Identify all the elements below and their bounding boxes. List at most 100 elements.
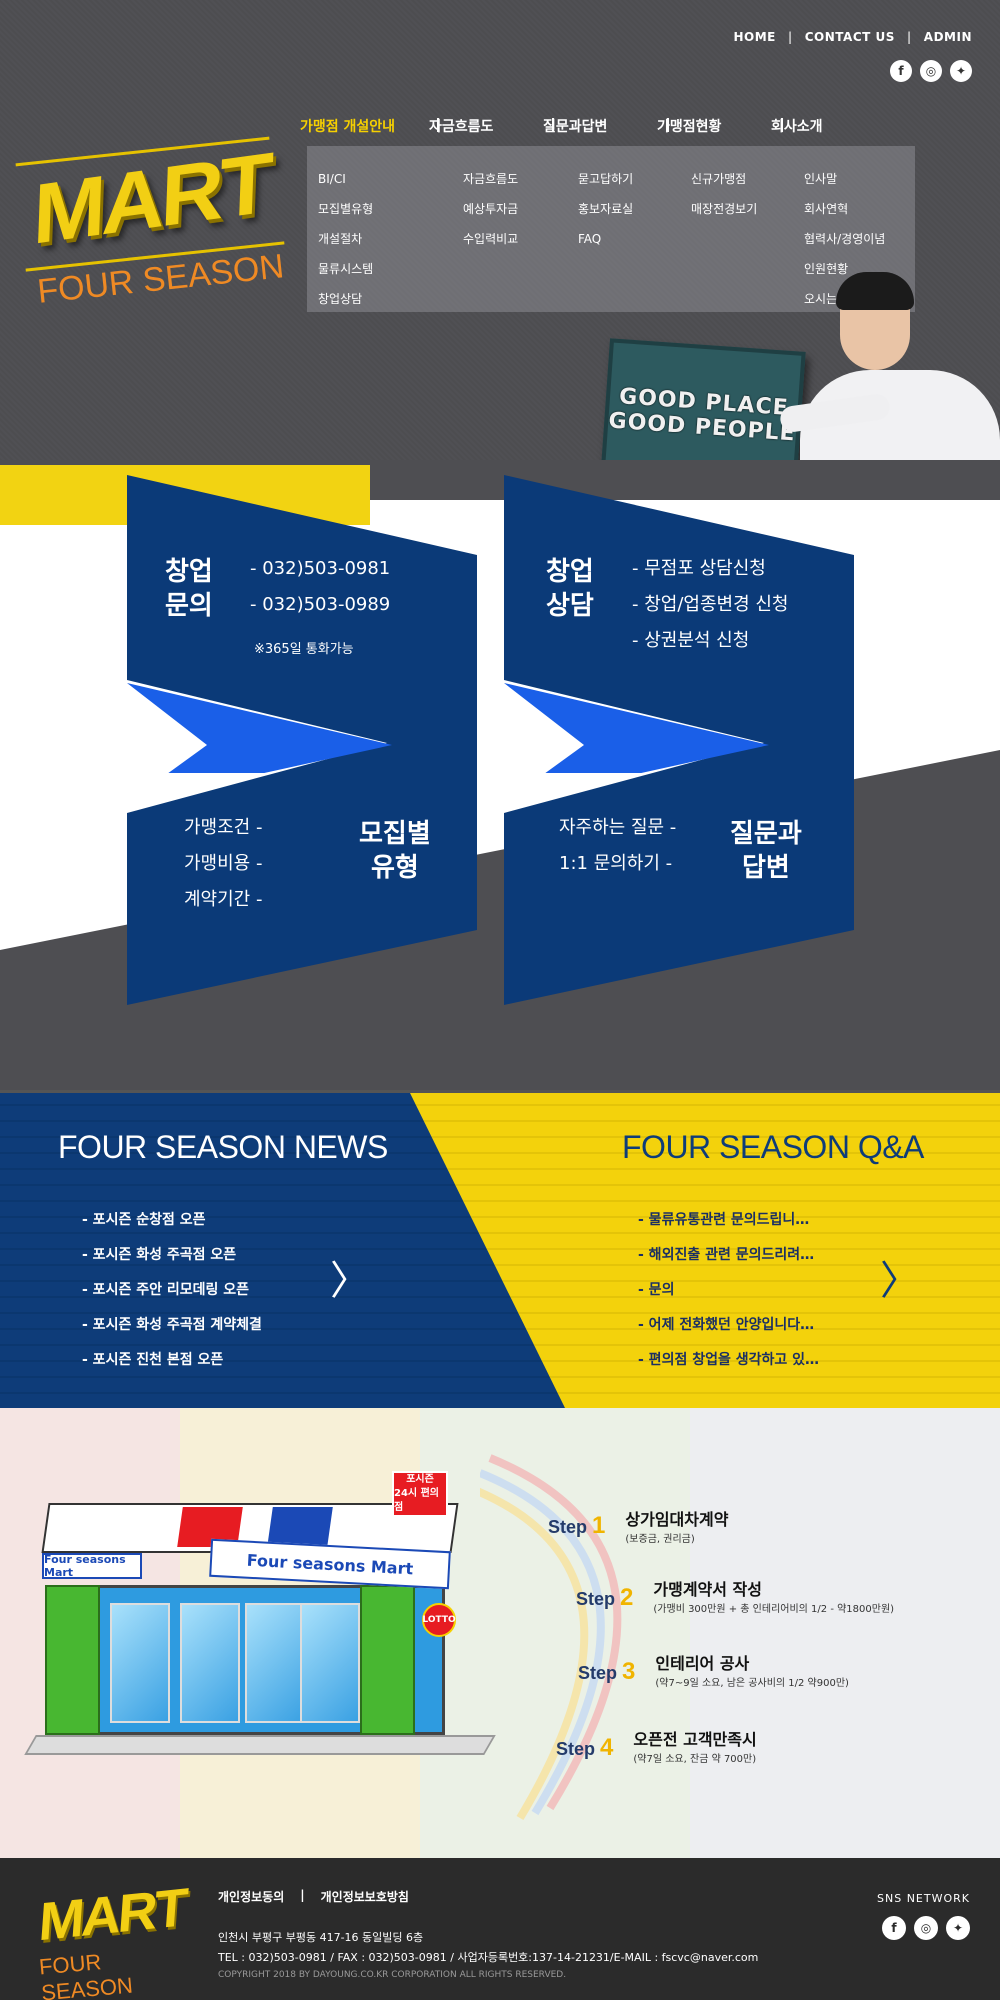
qa-item[interactable]: - 편의점 창업을 생각하고 있… (638, 1352, 819, 1368)
startup-consult-card[interactable]: 창업 상담 - 무점포 상담신청 - 창업/업종변경 신청 - 상권분석 신청 … (504, 475, 854, 1005)
qa-item[interactable]: - 물류유통관련 문의드립니… (638, 1212, 810, 1228)
instagram-icon[interactable]: ◎ (920, 60, 942, 82)
submenu-item[interactable]: 모집별유형 (318, 202, 374, 216)
submenu-item[interactable]: 신규가맹점 (691, 172, 747, 186)
step-sub: (약7~9일 소요, 남은 공사비의 1/2 약900만) (655, 1678, 849, 1689)
submenu-item[interactable]: 매장전경보기 (691, 202, 758, 216)
step-sub: (가맹비 300만원 + 총 인테리어비의 1/2 - 약1800만원) (653, 1604, 895, 1615)
separator: | (906, 30, 912, 44)
news-qa-section: FOUR SEASON NEWS - 포시즌 순창점 오픈 - 포시즌 화성 주… (0, 1093, 1000, 1408)
submenu-item[interactable]: 자금흐름도 (463, 172, 519, 186)
step-label: Step 2 (576, 1584, 634, 1611)
step-4: Step 4 오픈전 고객만족시 (약7일 소요, 잔금 약 700만) (556, 1730, 757, 1765)
submenu-item[interactable]: 수입력비교 (463, 232, 519, 246)
recruit-item[interactable]: 가맹조건 - (184, 817, 263, 838)
step-text: 오픈전 고객만족시 (약7일 소요, 잔금 약 700만) (633, 1726, 756, 1765)
lotto-badge: LOTTO (422, 1603, 456, 1637)
store-window (300, 1603, 360, 1723)
facebook-icon[interactable]: f (890, 60, 912, 82)
submenu-col-qna: 묻고답하기 홍보자료실 FAQ (578, 164, 633, 254)
top-sign-line: 포시즌 (406, 1474, 434, 1485)
step-2: Step 2 가맹계약서 작성 (가맹비 300만원 + 총 인테리어비의 1/… (576, 1580, 895, 1615)
submenu-item[interactable]: 회사연혁 (804, 202, 849, 216)
admin-link[interactable]: ADMIN (923, 30, 972, 44)
qa-item[interactable]: - 문의 (638, 1282, 675, 1298)
separator: | (787, 30, 793, 44)
step-text: 인테리어 공사 (약7~9일 소요, 남은 공사비의 1/2 약900만) (655, 1650, 849, 1689)
step-title: 상가임대차계약 (625, 1510, 729, 1529)
step-text: 상가임대차계약 (보증금, 권리금) (625, 1506, 728, 1545)
qna-link[interactable]: 1:1 문의하기 - (559, 853, 673, 874)
header: HOME | CONTACT US | ADMIN f ◎ ✦ MART FOU… (0, 0, 1000, 520)
store-roof-blue (267, 1507, 333, 1547)
submenu-item[interactable]: 창업상담 (318, 292, 363, 306)
qa-list: - 물류유통관련 문의드립니… - 해외진출 관련 문의드리려… - 문의 - … (638, 1203, 819, 1378)
step-3: Step 3 인테리어 공사 (약7~9일 소요, 남은 공사비의 1/2 약9… (578, 1654, 849, 1689)
qa-more-arrow-icon[interactable]: 〉 (880, 1258, 920, 1304)
home-link[interactable]: HOME (733, 30, 776, 44)
phone-number[interactable]: - 032)503-0981 (250, 558, 391, 579)
submenu-col-status: 신규가맹점 매장전경보기 (691, 164, 757, 224)
nav-fund-flow[interactable]: 자금흐름도 (429, 119, 494, 135)
footer-logo-mart: MART (36, 1877, 188, 1953)
consult-item[interactable]: - 상권분석 신청 (632, 630, 750, 651)
news-item[interactable]: - 포시즌 주안 리모데링 오픈 (82, 1282, 249, 1298)
model-hair (836, 272, 914, 310)
qa-title: FOUR SEASON Q&A (622, 1129, 924, 1165)
nav-franchise-guide[interactable]: 가맹점 개설안내 (300, 119, 396, 135)
twitter-icon[interactable]: ✦ (950, 60, 972, 82)
nav-divider (667, 118, 669, 132)
nav-qna[interactable]: 질문과답변 (543, 119, 608, 135)
qa-item[interactable]: - 어제 전화했던 안양입니다… (638, 1317, 815, 1333)
card-title-line: 유형 (370, 853, 419, 883)
submenu-item[interactable]: BI/CI (318, 172, 346, 186)
facebook-icon[interactable]: f (882, 1916, 906, 1940)
consult-list: - 무점포 상담신청 - 창업/업종변경 신청 - 상권분석 신청 (632, 551, 788, 659)
step-arc-graphic (480, 1454, 622, 1821)
store-window (180, 1603, 240, 1723)
qna-link[interactable]: 자주하는 질문 - (559, 817, 677, 838)
consult-item[interactable]: - 창업/업종변경 신청 (632, 594, 789, 615)
logo[interactable]: MART FOUR SEASON (15, 120, 286, 330)
submenu-item[interactable]: 예상투자금 (463, 202, 519, 216)
nav-store-status[interactable]: 가맹점현황 (657, 119, 722, 135)
privacy-consent-link[interactable]: 개인정보동의 (218, 1890, 285, 1904)
submenu-item[interactable]: 협력사/경영이념 (804, 232, 886, 246)
news-item[interactable]: - 포시즌 진천 본점 오픈 (82, 1352, 224, 1368)
news-item[interactable]: - 포시즌 순창점 오픈 (82, 1212, 206, 1228)
news-item[interactable]: - 포시즌 화성 주곡점 계약체결 (82, 1317, 262, 1333)
instagram-icon[interactable]: ◎ (914, 1916, 938, 1940)
twitter-icon[interactable]: ✦ (946, 1916, 970, 1940)
recruit-item[interactable]: 계약기간 - (184, 889, 263, 910)
recruit-item[interactable]: 가맹비용 - (184, 853, 263, 874)
card-title-line: 상담 (546, 591, 594, 621)
submenu-item[interactable]: 홍보자료실 (578, 202, 634, 216)
submenu-col-fund: 자금흐름도 예상투자금 수입력비교 (463, 164, 518, 254)
submenu-item[interactable]: 물류시스템 (318, 262, 374, 276)
card-title: 창업 문의 (165, 555, 213, 623)
nav-company[interactable]: 회사소개 (771, 119, 823, 135)
card-title-line: 질문과 (730, 819, 802, 849)
startup-inquiry-card[interactable]: 창업 문의 - 032)503-0981 - 032)503-0989 ※365… (127, 475, 477, 1005)
store-pillar (45, 1585, 100, 1735)
social-links: f ◎ ✦ (890, 60, 972, 82)
consult-item[interactable]: - 무점포 상담신청 (632, 558, 766, 579)
phone-number[interactable]: - 032)503-0989 (250, 594, 391, 615)
contact-link[interactable]: CONTACT US (804, 30, 895, 44)
footer-logo[interactable]: MART FOUR SEASON (30, 1876, 190, 2000)
submenu-item[interactable]: 인원현황 (804, 262, 849, 276)
step-sub: (약7일 소요, 잔금 약 700만) (633, 1754, 757, 1765)
submenu-item[interactable]: 개설절차 (318, 232, 363, 246)
footer: MART FOUR SEASON 개인정보동의 | 개인정보보호방침 인천시 부… (0, 1858, 1000, 2000)
submenu-item[interactable]: 인사말 (804, 172, 838, 186)
card-bottom-title: 질문과 답변 (730, 817, 802, 885)
submenu-item[interactable]: 묻고답하기 (578, 172, 634, 186)
submenu-item[interactable]: FAQ (578, 232, 602, 246)
news-more-arrow-icon[interactable]: 〉 (330, 1258, 370, 1304)
privacy-policy-link[interactable]: 개인정보보호방침 (320, 1890, 409, 1904)
step-label: Step 1 (548, 1512, 606, 1539)
card-title-line: 창업 (165, 557, 213, 587)
step-title: 오픈전 고객만족시 (633, 1730, 757, 1749)
qa-item[interactable]: - 해외진출 관련 문의드리려… (638, 1247, 815, 1263)
news-item[interactable]: - 포시즌 화성 주곡점 오픈 (82, 1247, 237, 1263)
